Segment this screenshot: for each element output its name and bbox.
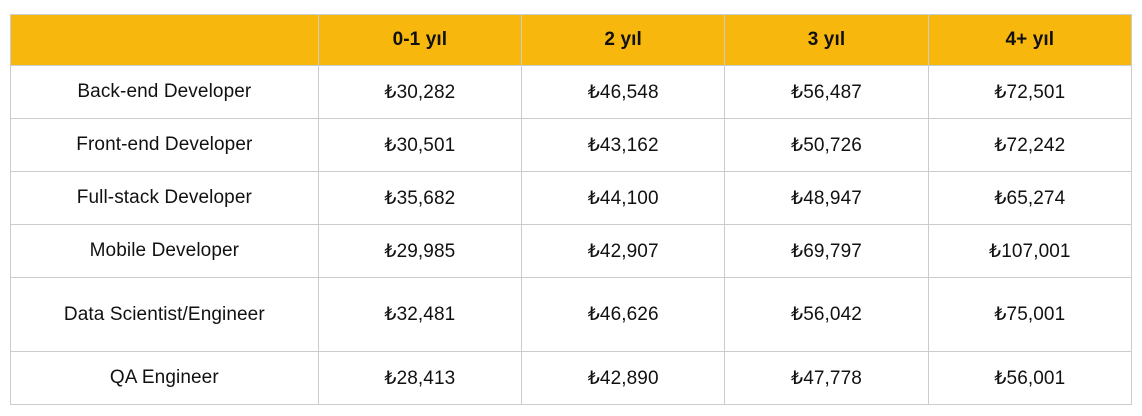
salary-cell: ₺56,042 (724, 277, 929, 352)
salary-cell: ₺30,501 (317, 118, 523, 172)
salary-cell: ₺65,274 (927, 171, 1133, 225)
role-cell: QA Engineer (10, 351, 319, 405)
table-header: 0-1 yıl 2 yıl 3 yıl 4+ yıl (10, 14, 1133, 66)
salary-cell: ₺46,548 (521, 65, 726, 119)
role-cell: Mobile Developer (10, 224, 319, 278)
salary-cell: ₺75,001 (927, 277, 1133, 352)
column-header: 2 yıl (521, 14, 726, 66)
corner-header-cell (10, 14, 319, 66)
table-row: QA Engineer ₺28,413 ₺42,890 ₺47,778 ₺56,001 (10, 351, 1133, 405)
salary-cell: ₺43,162 (521, 118, 726, 172)
role-cell: Full-stack Developer (10, 171, 319, 225)
table-body: Back-end Developer ₺30,282 ₺46,548 ₺56,487 ₺… (10, 65, 1133, 405)
salary-by-experience-table: 0-1 yıl 2 yıl 3 yıl 4+ yıl Back-end Develop… (10, 14, 1133, 405)
salary-cell: ₺48,947 (724, 171, 929, 225)
column-header: 3 yıl (724, 14, 929, 66)
salary-cell: ₺50,726 (724, 118, 929, 172)
salary-cell: ₺56,001 (927, 351, 1133, 405)
salary-cell: ₺72,242 (927, 118, 1133, 172)
salary-cell: ₺35,682 (317, 171, 523, 225)
salary-cell: ₺56,487 (724, 65, 929, 119)
salary-cell: ₺42,890 (521, 351, 726, 405)
header-row: 0-1 yıl 2 yıl 3 yıl 4+ yıl (10, 14, 1133, 66)
salary-cell: ₺29,985 (317, 224, 523, 278)
table-row: Back-end Developer ₺30,282 ₺46,548 ₺56,487 ₺… (10, 65, 1133, 119)
salary-cell: ₺47,778 (724, 351, 929, 405)
salary-cell: ₺32,481 (317, 277, 523, 352)
role-cell: Back-end Developer (10, 65, 319, 119)
salary-cell: ₺107,001 (927, 224, 1133, 278)
role-cell: Front-end Developer (10, 118, 319, 172)
salary-cell: ₺28,413 (317, 351, 523, 405)
salary-cell: ₺69,797 (724, 224, 929, 278)
table-row: Full-stack Developer ₺35,682 ₺44,100 ₺48,94… (10, 171, 1133, 225)
salary-table-container: 0-1 yıl 2 yıl 3 yıl 4+ yıl Back-end Develop… (10, 14, 1133, 405)
salary-cell: ₺46,626 (521, 277, 726, 352)
column-header: 0-1 yıl (317, 14, 523, 66)
table-row: Front-end Developer ₺30,501 ₺43,162 ₺50,726… (10, 118, 1133, 172)
salary-cell: ₺44,100 (521, 171, 726, 225)
salary-cell: ₺30,282 (317, 65, 523, 119)
table-row: Data Scientist/Engineer ₺32,481 ₺46,626 ₺56… (10, 277, 1133, 352)
table-row: Mobile Developer ₺29,985 ₺42,907 ₺69,797 ₺10… (10, 224, 1133, 278)
role-cell: Data Scientist/Engineer (10, 277, 319, 352)
salary-cell: ₺72,501 (927, 65, 1133, 119)
salary-cell: ₺42,907 (521, 224, 726, 278)
column-header: 4+ yıl (927, 14, 1133, 66)
